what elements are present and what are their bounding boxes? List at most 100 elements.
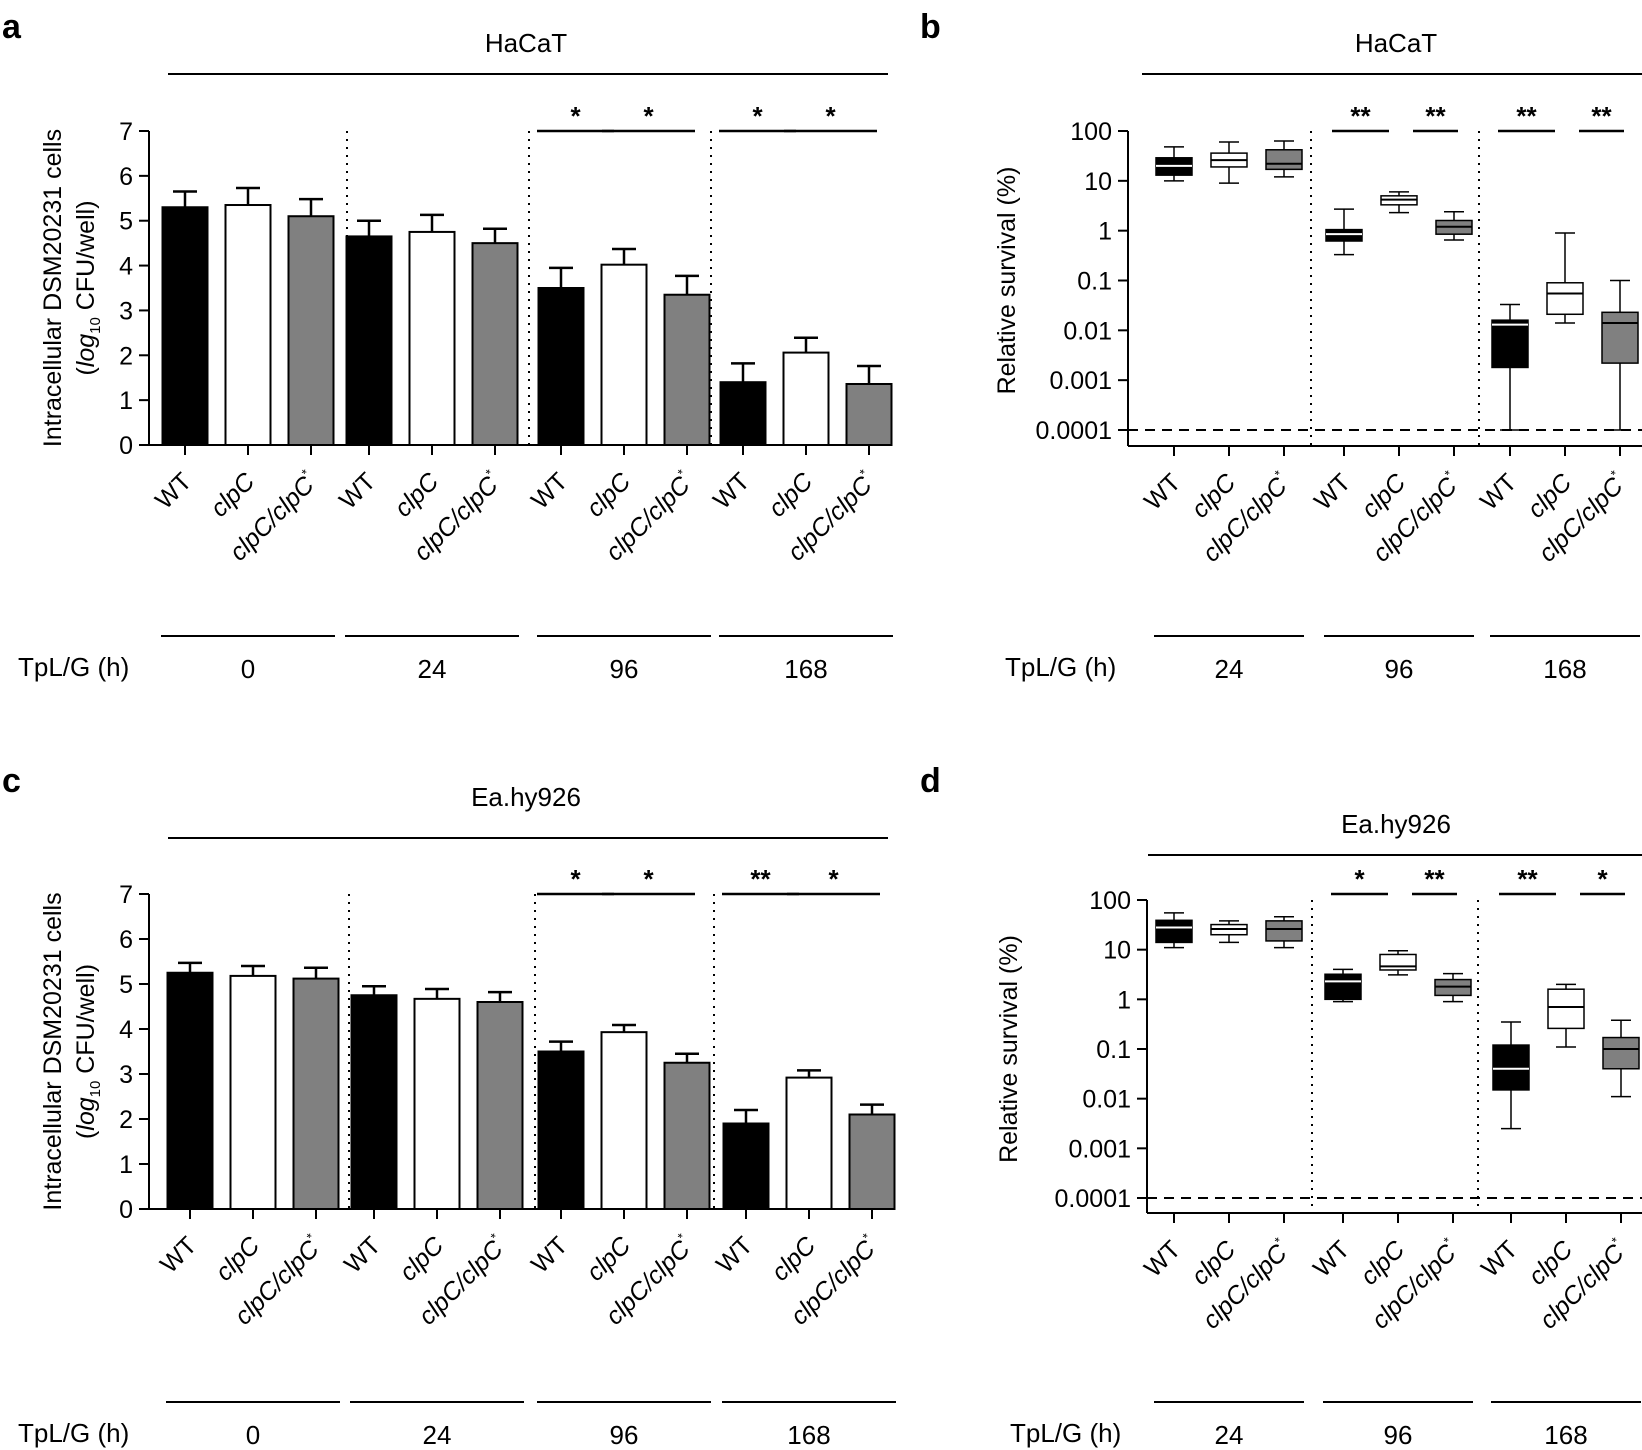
y-tick-label: 100 — [1089, 887, 1131, 915]
y-tick-label: 6 — [119, 163, 133, 191]
significance-label: ** — [750, 864, 771, 894]
y-tick-label: 100 — [1070, 118, 1112, 146]
bar-clpc-clpc- — [292, 977, 340, 1210]
time-label: 96 — [610, 1420, 639, 1450]
x-tick-label: clpC — [766, 1231, 822, 1287]
significance-label: ** — [1424, 864, 1445, 894]
y-tick-label: 0.001 — [1049, 367, 1112, 395]
y-tick-label: 7 — [119, 118, 133, 146]
y-tick-label: 0.1 — [1096, 1036, 1131, 1064]
y-tick-label: 5 — [119, 208, 133, 236]
y-tick-label: 4 — [119, 253, 133, 281]
time-label: 0 — [246, 1420, 260, 1450]
panel-d: d Ea.hy926 0.0001 0.001 0.01 0.1 1 10 100 Relativ… — [920, 762, 1642, 1450]
time-label: 96 — [1385, 654, 1414, 684]
y-tick-label: 10 — [1084, 168, 1112, 196]
x-tick-label: WT — [708, 467, 755, 514]
bar-clpc — [600, 263, 648, 446]
time-label: 24 — [418, 654, 447, 684]
x-tick-label: clpC — [394, 1231, 450, 1287]
box-comp — [1265, 149, 1303, 171]
x-tick-label: WT — [526, 1231, 573, 1278]
bar-wt — [537, 1050, 585, 1210]
y-tick-label: 1 — [119, 1151, 133, 1179]
time-label: 24 — [1215, 1420, 1244, 1450]
tpl-label: TpL/G (h) — [1005, 652, 1116, 682]
y-tick-label: 1 — [1117, 986, 1131, 1014]
box-clpC — [1379, 953, 1417, 971]
y-tick-label: 0.1 — [1077, 268, 1112, 296]
x-tick-label: WT — [1139, 468, 1186, 515]
y-tick-label: 0.001 — [1068, 1135, 1131, 1163]
time-label: 168 — [787, 1420, 830, 1450]
bar-wt — [719, 381, 767, 447]
significance-label: * — [1597, 864, 1608, 894]
box-comp — [1265, 920, 1303, 942]
time-label: 0 — [241, 654, 255, 684]
y-tick-label: 0.01 — [1063, 317, 1112, 345]
significance-label: * — [643, 864, 654, 894]
x-tick-label: WT — [150, 467, 197, 514]
panel-letter: a — [2, 8, 22, 46]
box-wt — [1492, 1044, 1530, 1091]
tpl-label: TpL/G (h) — [18, 652, 129, 682]
significance-label: ** — [1517, 864, 1538, 894]
significance-label: * — [570, 864, 581, 894]
bar-clpc-clpc- — [845, 382, 893, 447]
panel-title: Ea.hy926 — [471, 782, 581, 812]
time-label: 24 — [1215, 654, 1244, 684]
x-tick-label: WT — [526, 467, 573, 514]
significance-label: * — [828, 864, 839, 894]
bar-wt — [345, 235, 393, 446]
panel-b: b HaCaT 0.0001 0.001 0.01 0.1 1 10 100 Relative s… — [920, 8, 1642, 684]
bar-clpc — [600, 1031, 648, 1211]
x-tick-label: WT — [339, 1231, 386, 1278]
time-label: 168 — [1544, 1420, 1587, 1450]
bar-clpc — [413, 997, 461, 1210]
bar-wt — [350, 994, 398, 1210]
bar-clpc-clpc- — [287, 215, 335, 446]
box-wt — [1491, 319, 1529, 369]
x-tick-label: WT — [1475, 468, 1522, 515]
y-tick-label: 3 — [119, 297, 133, 325]
bar-clpc — [408, 230, 456, 446]
significance-label: ** — [1350, 101, 1371, 131]
bar-clpc-clpc- — [663, 1061, 711, 1210]
panel-title: HaCaT — [485, 28, 567, 58]
bar-clpc — [782, 351, 830, 447]
panel-letter: c — [2, 762, 21, 800]
time-label: 96 — [1384, 1420, 1413, 1450]
y-axis-label-units: (log10 CFU/well) — [72, 964, 104, 1139]
y-tick-label: 6 — [119, 926, 133, 954]
bar-clpc — [785, 1076, 833, 1210]
panel-title: HaCaT — [1355, 28, 1437, 58]
y-tick-label: 3 — [119, 1061, 133, 1089]
x-tick-label: clpC — [581, 1231, 637, 1287]
box-clpC — [1547, 988, 1585, 1030]
x-tick-label: clpC — [581, 467, 637, 523]
bar-clpc — [229, 974, 277, 1211]
tpl-label: TpL/G (h) — [1010, 1418, 1121, 1448]
x-tick-label: clpC — [210, 1231, 266, 1287]
y-tick-label: 0 — [119, 1196, 133, 1224]
time-label: 24 — [423, 1420, 452, 1450]
y-tick-label: 4 — [119, 1016, 133, 1044]
y-axis-label: Relative survival (%) — [993, 167, 1021, 395]
panel-c: c Ea.hy926 0 1 2 3 4 5 6 7 Intracellular DSM20231 … — [2, 762, 896, 1450]
x-tick-label: WT — [711, 1231, 758, 1278]
y-tick-label: 0.0001 — [1036, 417, 1112, 445]
box-wt — [1325, 228, 1363, 242]
y-tick-label: 10 — [1103, 937, 1131, 965]
x-tick-label: WT — [1139, 1235, 1186, 1282]
x-tick-label: WT — [1309, 468, 1356, 515]
significance-label: ** — [1516, 101, 1537, 131]
y-axis-label: Relative survival (%) — [995, 935, 1023, 1163]
y-tick-label: 1 — [119, 387, 133, 415]
y-tick-label: 0.0001 — [1055, 1185, 1131, 1213]
bar-clpc-clpc- — [663, 293, 711, 446]
time-label: 96 — [610, 654, 639, 684]
bar-wt — [722, 1122, 770, 1210]
y-tick-label: 2 — [119, 1106, 133, 1134]
panel-a: a HaCaT 0 1 2 3 4 5 6 7 Intracellular DSM20231 cel… — [2, 8, 893, 684]
